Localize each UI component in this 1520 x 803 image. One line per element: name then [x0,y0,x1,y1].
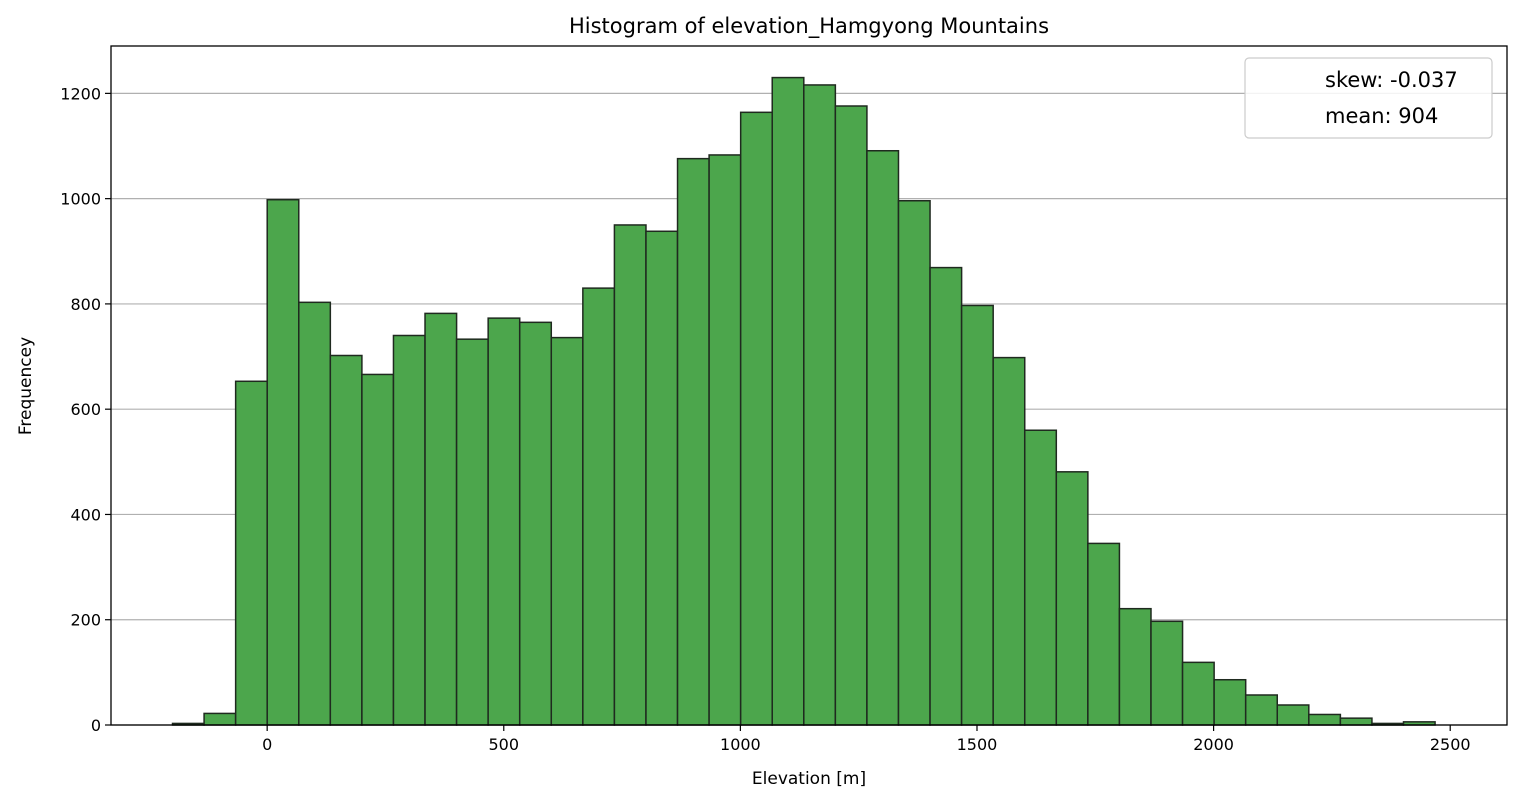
histogram-bar [1023,429,1058,726]
histogram-bar [582,287,616,726]
histogram-bar [613,224,647,726]
x-tick-label: 2000 [1193,735,1234,754]
histogram-bar [1150,620,1184,726]
y-tick-label: 1200 [60,84,101,103]
histogram-bar [771,76,805,726]
histogram-bar [487,317,521,726]
histogram-bar [329,354,363,726]
y-axis-label: Frequencey [16,337,36,435]
y-tick-label: 400 [70,505,101,524]
histogram-bar [203,712,237,726]
x-tick-label: 2500 [1430,735,1471,754]
histogram-bar [1055,471,1089,726]
histogram-bar [929,266,963,726]
histogram-bar [739,111,773,726]
legend: skew: -0.037 mean: 904 [1244,57,1493,139]
histogram-bar [1118,607,1152,726]
plot-frame [110,45,1508,726]
histogram-bar [1213,678,1247,726]
histogram-bar [550,336,584,726]
histogram-bar [518,321,553,726]
x-tick-label: 1500 [957,735,998,754]
histogram-bar [897,199,931,726]
histogram-bar [455,338,489,726]
y-tick-label: 200 [70,611,101,630]
x-tick-label: 0 [262,735,272,754]
histogram-bar [392,334,426,726]
histogram-bar [1244,694,1279,726]
histogram-bar [708,154,742,726]
histogram-bar [992,356,1026,726]
x-tick-label: 500 [488,735,519,754]
legend-box [1244,57,1493,139]
histogram-bar [361,373,395,726]
y-tick-label: 0 [91,716,101,735]
histogram-bar [960,304,994,726]
histogram-bar [1339,717,1373,726]
histogram-bar [803,84,837,726]
histogram-bar [1308,713,1342,726]
histogram-bar [424,312,458,726]
y-tick-label: 800 [70,295,101,314]
histogram-bar [834,105,868,726]
x-axis-ticks: 0 500 1000 1500 2000 2500 [262,725,1471,754]
histogram-bar [1181,661,1215,726]
y-tick-label: 600 [70,400,101,419]
y-axis-ticks: 0 200 400 600 800 1000 1200 [60,84,111,735]
x-tick-label: 1000 [720,735,761,754]
histogram-bar [676,157,710,726]
histogram-bar [1276,704,1310,726]
histogram-bar [298,301,332,726]
legend-entry-mean: mean: 904 [1325,104,1438,128]
legend-entry-skew: skew: -0.037 [1325,68,1458,92]
histogram-bar [1087,542,1121,726]
y-tick-label: 1000 [60,190,101,209]
histogram-bar [234,380,268,726]
histogram-bar [266,198,300,726]
histogram-bar [866,149,900,726]
histogram-bar [645,230,679,726]
chart-title: Histogram of elevation_Hamgyong Mountain… [569,14,1049,39]
x-axis-label: Elevation [m] [752,769,866,789]
histogram-bars [171,76,1436,726]
